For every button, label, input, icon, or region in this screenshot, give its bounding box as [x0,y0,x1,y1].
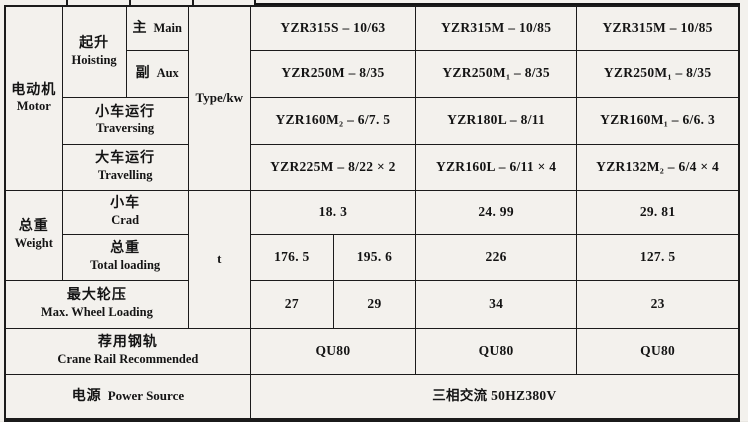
cell-main-motor-col3: YZR315M – 10/85 [576,5,740,51]
rowgroup-label-hoisting: 起升 Hoisting [61,5,127,98]
aux-label-zh: 副 [135,65,151,81]
row-total-loading: 总重 Total loading 176. 5 195. 6 226 127. … [5,233,740,281]
hoisting-label-en: Hoisting [71,52,117,67]
row-max-wheel-loading: 最大轮压 Max. Wheel Loading 27 29 34 23 [4,279,740,329]
cell-aux-motor-col3: YZR250M₁ – 8/35 [576,49,740,98]
row-label-power-source: 电源 Power Source [4,373,251,421]
aux-label-en: Aux [156,65,179,80]
unit-label-tonnes: t [187,189,251,329]
tonnes-unit-text: t [217,250,222,266]
crane-spec-table: 电动机 Motor 起升 Hoisting 主 Main Type/kw YZR3… [4,5,740,422]
cell-crab-weight-col1: 18. 3 [249,189,417,235]
max-wheel-label-en: Max. Wheel Loading [40,304,153,319]
cell-aux-motor-col2: YZR250M₁ – 8/35 [415,49,578,98]
row-crane-rail: 荐用钢轨 Crane Rail Recommended QU80 QU80 QU… [4,327,740,375]
row-label-aux: 副 Aux [125,49,189,98]
crane-rail-label-zh: 荐用钢轨 [97,335,158,351]
power-label-en: Power Source [107,387,185,403]
hoisting-label-zh: 起升 [79,36,110,52]
cell-max-wheel-col3: 23 [576,279,740,329]
cell-traversing-motor-col1: YZR160M₂ – 6/7. 5 [249,96,417,145]
row-travelling-motor: 大车运行 Travelling YZR225M – 8/22 × 2 YZR16… [5,143,740,191]
unit-label-type-kw: Type/kw [187,5,251,191]
row-traversing-motor: 小车运行 Traversing YZR160M₂ – 6/7. 5 YZR180… [5,96,740,145]
row-crab-weight: 总重 Weight 小车 Crad t 18. 3 24. 99 29. 81 [4,189,740,329]
travelling-label-zh: 大车运行 [95,151,156,167]
top-rule-remnant [254,3,740,6]
row-label-crane-rail: 荐用钢轨 Crane Rail Recommended [4,327,251,375]
travelling-label-en: Travelling [97,167,153,182]
top-rule-stub [192,0,194,6]
total-loading-label-en: Total loading [90,257,161,272]
row-aux-motor: 副 Aux YZR250M – 8/35 YZR250M₁ – 8/35 YZR2… [5,49,740,98]
cell-traversing-motor-col3: YZR160M₁ – 6/6. 3 [576,96,740,145]
weight-label-zh: 总重 [18,219,49,235]
cell-total-loading-col3: 127. 5 [576,233,740,281]
cell-traversing-motor-col2: YZR180L – 8/11 [415,96,578,145]
row-label-crab: 小车 Crad [61,189,189,235]
cell-crane-rail-col3: QU80 [576,327,740,375]
cell-main-motor-col2: YZR315M – 10/85 [415,5,578,51]
main-label-zh: 主 [132,20,148,36]
type-kw-text: Type/kw [195,90,243,106]
cell-crane-rail-col2: QU80 [415,327,578,375]
total-loading-label-zh: 总重 [110,241,141,257]
cell-travelling-motor-col1: YZR225M – 8/22 × 2 [249,143,417,191]
cell-travelling-motor-col2: YZR160L – 6/11 × 4 [415,143,578,191]
cell-total-loading-col1a: 176. 5 [249,233,334,281]
top-rule-stub [129,0,131,6]
max-wheel-label-zh: 最大轮压 [66,288,127,304]
cell-crab-weight-col2: 24. 99 [415,189,578,235]
crab-label-zh: 小车 [110,196,141,212]
row-main-motor: 电动机 Motor 起升 Hoisting 主 Main Type/kw YZR3… [4,5,740,191]
row-label-total-loading: 总重 Total loading [61,233,189,281]
row-label-main: 主 Main [125,5,189,51]
cell-max-wheel-col2: 34 [415,279,578,329]
crane-rail-label-en: Crane Rail Recommended [57,351,199,366]
cell-total-loading-col2: 226 [415,233,578,281]
traversing-label-en: Traversing [96,121,155,136]
rowgroup-label-weight: 总重 Weight [4,189,63,281]
cell-crane-rail-col1: QU80 [249,327,417,375]
row-label-max-wheel: 最大轮压 Max. Wheel Loading [4,279,189,329]
crab-label-en: Crad [111,212,140,227]
row-power-source: 电源 Power Source 三相交流 50HZ380V [4,373,740,421]
cell-max-wheel-col1b: 29 [332,279,417,329]
motor-label-zh: 电动机 [11,82,57,98]
cell-main-motor-col1: YZR315S – 10/63 [249,5,417,51]
cell-crab-weight-col3: 29. 81 [576,189,740,235]
power-label-zh: 电源 [71,388,102,404]
top-rule-stub [66,0,68,6]
cell-aux-motor-col1: YZR250M – 8/35 [249,49,417,98]
cell-power-source-value: 三相交流 50HZ380V [249,373,740,421]
traversing-label-zh: 小车运行 [95,104,156,120]
main-label-en: Main [153,20,182,35]
rowgroup-label-motor: 电动机 Motor [4,5,63,191]
row-label-traversing: 小车运行 Traversing [61,96,189,145]
cell-travelling-motor-col3: YZR132M₂ – 6/4 × 4 [576,143,740,191]
row-label-travelling: 大车运行 Travelling [61,143,189,191]
weight-label-en: Weight [14,235,53,250]
cell-max-wheel-col1a: 27 [249,279,334,329]
motor-label-en: Motor [16,99,51,114]
cell-total-loading-col1b: 195. 6 [332,233,417,281]
